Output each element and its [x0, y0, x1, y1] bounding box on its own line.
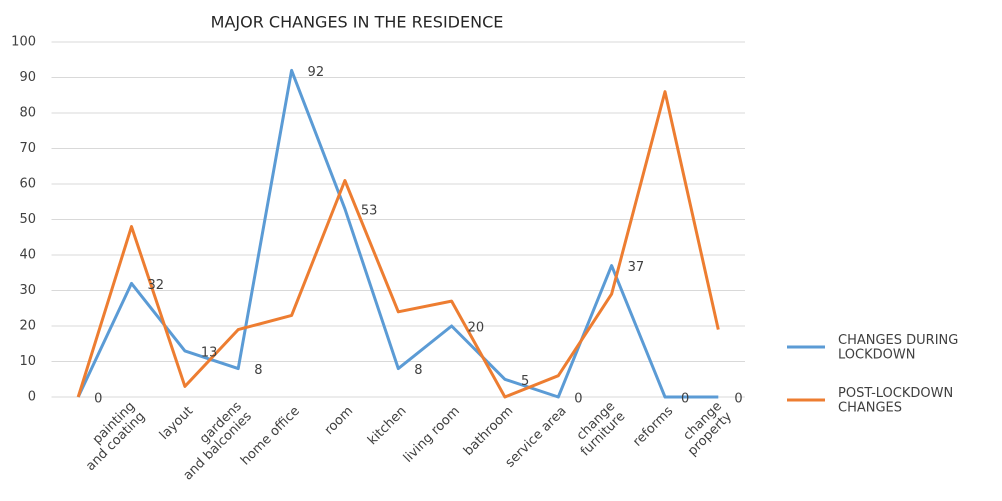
y-tick-label: 50 — [19, 212, 36, 227]
x-tick-label: paintingand coating — [73, 399, 148, 474]
chart-title: MAJOR CHANGES IN THE RESIDENCE — [211, 13, 504, 32]
data-label: 13 — [201, 345, 218, 360]
data-label: 37 — [628, 260, 645, 275]
y-tick-label: 10 — [19, 354, 36, 369]
data-label: 92 — [308, 65, 325, 80]
data-label: 8 — [254, 363, 262, 378]
y-tick-label: 20 — [19, 319, 36, 334]
data-label: 0 — [574, 392, 582, 407]
y-tick-label: 30 — [19, 283, 36, 298]
series-line — [76, 90, 720, 399]
data-label: 20 — [468, 321, 485, 336]
x-tick-label: reforms — [630, 404, 676, 450]
y-tick-label: 0 — [28, 390, 36, 405]
y-tick-label: 100 — [11, 35, 36, 50]
x-tick-label: living room — [401, 404, 463, 466]
data-label: 0 — [681, 392, 689, 407]
y-tick-label: 90 — [19, 70, 36, 85]
data-label: 53 — [361, 203, 378, 218]
x-tick-label: room — [322, 404, 356, 438]
y-tick-label: 70 — [19, 141, 36, 156]
y-tick-label: 60 — [19, 177, 36, 192]
data-label: 32 — [148, 278, 165, 293]
legend-label: CHANGES DURING LOCKDOWN — [838, 333, 958, 362]
data-label: 8 — [414, 363, 422, 378]
data-label: 5 — [521, 374, 529, 389]
x-tick-label: bathroom — [461, 404, 516, 459]
data-label: 0 — [94, 392, 102, 407]
x-tick-label: changefurniture — [568, 399, 628, 459]
data-label: 0 — [734, 392, 742, 407]
series-line — [76, 68, 719, 399]
x-tick-label: changeproperty — [675, 398, 735, 458]
x-tick-label: layout — [157, 404, 196, 443]
y-tick-label: 80 — [19, 106, 36, 121]
legend-label: POST-LOCKDOWN CHANGES — [838, 386, 953, 415]
x-tick-label: kitchen — [365, 404, 409, 448]
y-tick-label: 40 — [19, 248, 36, 263]
